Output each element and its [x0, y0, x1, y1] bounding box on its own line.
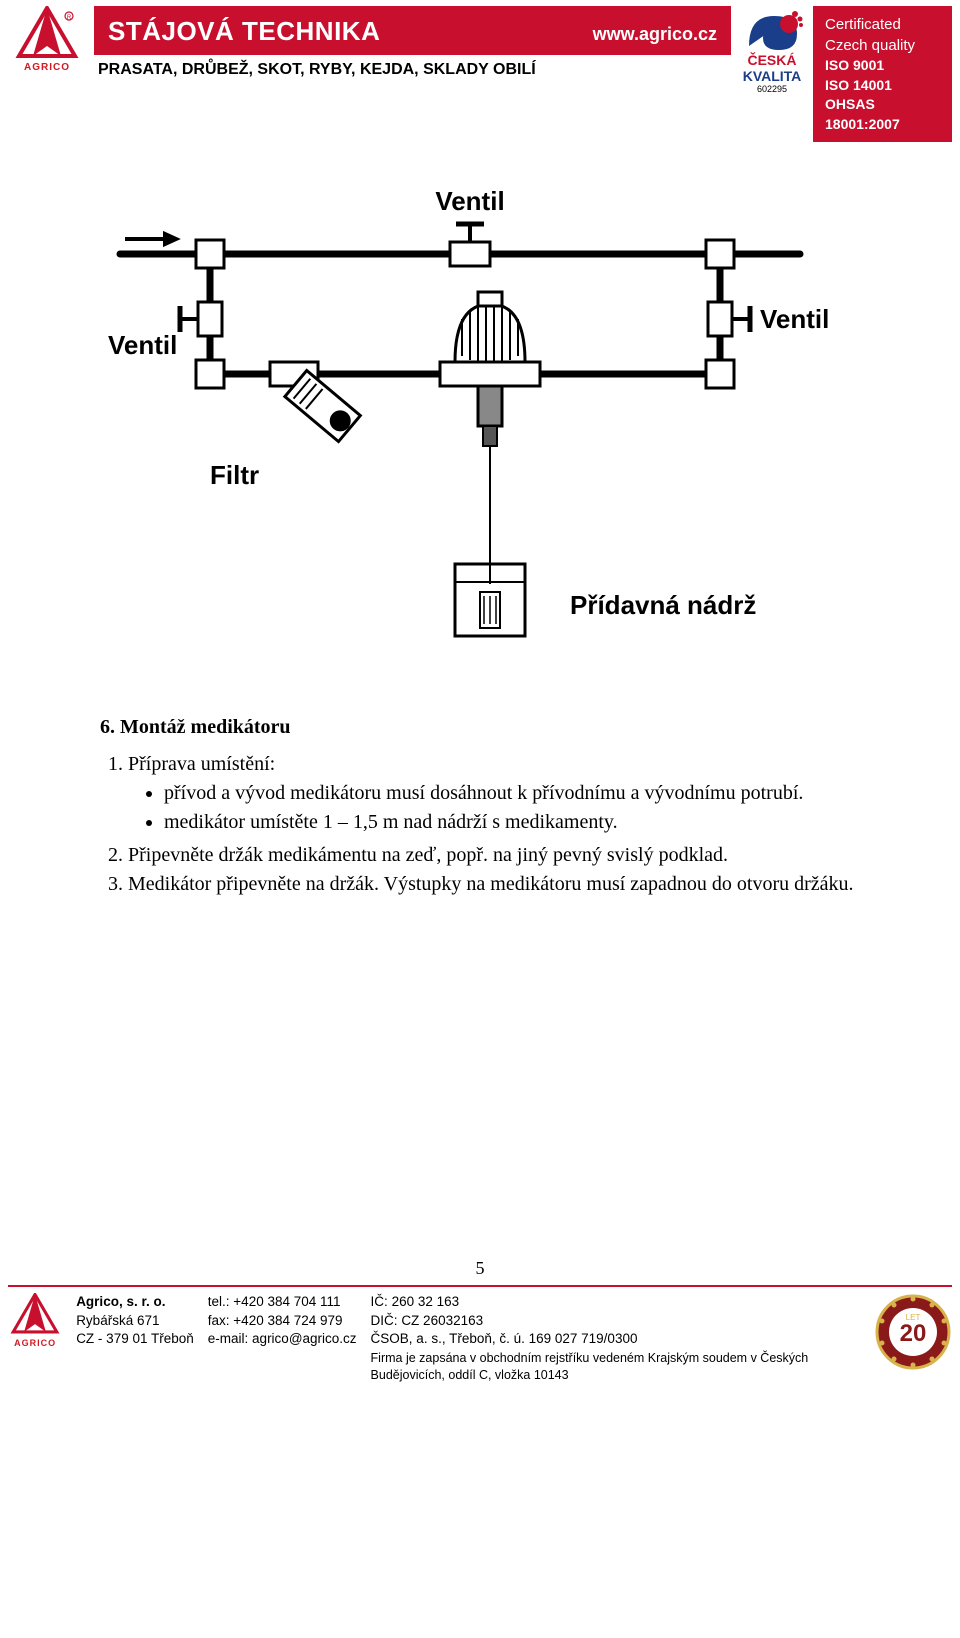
- valve-right-icon: [708, 302, 750, 336]
- red-banner: STÁJOVÁ TECHNIKA www.agrico.cz: [94, 6, 731, 55]
- item1-intro: Příprava umístění:: [128, 753, 275, 775]
- cert-line: ISO 14001: [825, 76, 940, 96]
- quality-mark: ČESKÁ KVALITA 602295: [739, 6, 805, 94]
- label-ventil-top: Ventil: [435, 186, 504, 216]
- addr-line: Rybářská 671: [76, 1312, 194, 1330]
- cert-line: ISO 9001: [825, 56, 940, 76]
- label-tank: Přídavná nádrž: [570, 590, 756, 620]
- fax: +420 384 724 979: [233, 1313, 342, 1328]
- footer-logo: AGRICO: [8, 1293, 62, 1349]
- ic-label: IČ:: [371, 1294, 388, 1309]
- cert-box: Certificated Czech quality ISO 9001 ISO …: [813, 6, 952, 142]
- ic: 260 32 163: [392, 1294, 460, 1309]
- diagram-svg: Ventil Ventil Ventil Filtr Přídavná nádr…: [100, 184, 840, 684]
- list-item: medikátor umístěte 1 – 1,5 m nad nádrží …: [164, 809, 860, 836]
- czech-quality-icon: [739, 6, 805, 54]
- logo-name: AGRICO: [8, 62, 86, 73]
- list-item: Připevněte držák medikámentu na zeď, pop…: [128, 842, 860, 869]
- anniversary-seal: 20 LET: [874, 1293, 952, 1376]
- quality-line1: ČESKÁ: [739, 52, 805, 68]
- list-item: přívod a vývod medikátoru musí dosáhnout…: [164, 780, 860, 807]
- footer-logo-name: AGRICO: [8, 1337, 62, 1349]
- quality-line2: KVALITA: [739, 68, 805, 84]
- dic-label: DIČ:: [371, 1313, 398, 1328]
- addr-line: CZ - 379 01 Třeboň: [76, 1330, 194, 1348]
- cert-line: 18001:2007: [825, 115, 940, 135]
- banner-url: www.agrico.cz: [593, 24, 717, 45]
- fax-label: fax:: [208, 1313, 230, 1328]
- footer-col-address: Agrico, s. r. o. Rybářská 671 CZ - 379 0…: [76, 1293, 194, 1348]
- pipe-diagram: Ventil Ventil Ventil Filtr Přídavná nádr…: [100, 184, 920, 684]
- seal-word: LET: [906, 1313, 921, 1322]
- seal-number: 20: [900, 1320, 927, 1347]
- agrico-logo-icon: [10, 1293, 60, 1335]
- logo-block: R AGRICO: [8, 6, 86, 73]
- banner-subtitle: PRASATA, DRŮBEŽ, SKOT, RYBY, KEJDA, SKLA…: [94, 57, 731, 79]
- banner-column: STÁJOVÁ TECHNIKA www.agrico.cz PRASATA, …: [94, 6, 731, 79]
- page-number: 5: [0, 1258, 960, 1279]
- footer-col-contact: tel.: +420 384 704 111 fax: +420 384 724…: [208, 1293, 357, 1348]
- dic: CZ 26032163: [401, 1313, 483, 1328]
- dosing-pump-icon: [440, 292, 540, 584]
- bank: ČSOB, a. s., Třeboň, č. ú. 169 027 719/0…: [371, 1330, 860, 1348]
- valve-left-icon: [180, 302, 222, 336]
- label-ventil-left: Ventil: [108, 330, 177, 360]
- seal-icon: 20 LET: [874, 1293, 952, 1371]
- body-text: 6. Montáž medikátoru Příprava umístění: …: [100, 714, 860, 898]
- footer-col-ids: IČ: 260 32 163 DIČ: CZ 26032163 ČSOB, a.…: [371, 1293, 860, 1383]
- tel: +420 384 704 111: [233, 1294, 340, 1309]
- page-footer: AGRICO Agrico, s. r. o. Rybářská 671 CZ …: [8, 1285, 952, 1383]
- tel-label: tel.:: [208, 1294, 230, 1309]
- email: agrico@agrico.cz: [252, 1331, 357, 1346]
- list-item: Medikátor připevněte na držák. Výstupky …: [128, 871, 860, 898]
- svg-text:R: R: [67, 15, 72, 21]
- cert-line: Certificated: [825, 14, 940, 35]
- agrico-logo-icon: R: [15, 6, 79, 60]
- ordered-list: Příprava umístění: přívod a vývod mediká…: [100, 751, 860, 898]
- section-heading: 6. Montáž medikátoru: [100, 714, 860, 741]
- bullet-list: přívod a vývod medikátoru musí dosáhnout…: [128, 780, 860, 836]
- label-ventil-right: Ventil: [760, 304, 829, 334]
- company-name: Agrico, s. r. o.: [76, 1293, 194, 1311]
- page-header: R AGRICO STÁJOVÁ TECHNIKA www.agrico.cz …: [0, 0, 960, 144]
- valve-top-icon: [450, 224, 490, 266]
- cert-line: Czech quality: [825, 35, 940, 56]
- cert-line: OHSAS: [825, 95, 940, 115]
- registry-note: Firma je zapsána v obchodním rejstříku v…: [371, 1350, 860, 1384]
- banner-title: STÁJOVÁ TECHNIKA: [108, 16, 380, 47]
- list-item: Příprava umístění: přívod a vývod mediká…: [128, 751, 860, 836]
- quality-number: 602295: [739, 84, 805, 94]
- email-label: e-mail:: [208, 1331, 249, 1346]
- label-filtr: Filtr: [210, 460, 259, 490]
